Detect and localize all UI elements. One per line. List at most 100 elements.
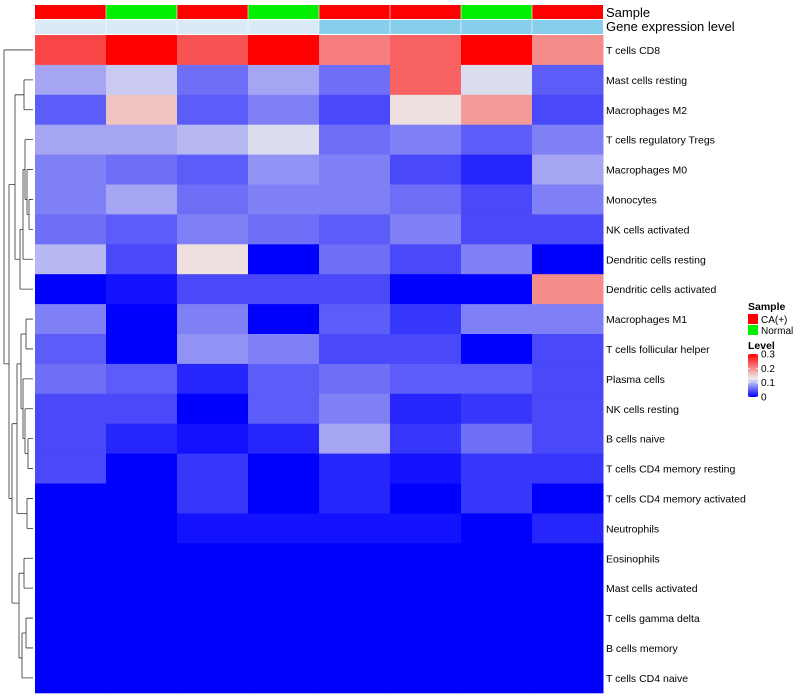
legend-swatch-ca (748, 314, 758, 324)
row-label-macrophages-m0: Macrophages M0 (606, 165, 687, 177)
heatmap-cell (106, 633, 178, 664)
heatmap-cell (319, 274, 391, 305)
heatmap-cell (461, 244, 533, 275)
dendrogram-branch (11, 423, 19, 604)
heatmap-cell (319, 483, 391, 514)
heatmap-cell (106, 94, 178, 126)
heatmap-cell (248, 513, 320, 544)
heatmap-cell (35, 35, 107, 66)
heatmap-cells (35, 35, 604, 694)
heatmap-cell (106, 124, 178, 156)
row-label-plasma-cells: Plasma cells (606, 374, 665, 386)
heatmap-cell (532, 244, 604, 275)
row-label-eosinophils: Eosinophils (606, 553, 660, 565)
heatmap-cell (319, 453, 391, 484)
heatmap-cell (319, 513, 391, 544)
dendrogram-branch (26, 169, 33, 215)
row-label-t-cells-follicular-helper: T cells follicular helper (606, 344, 710, 356)
dendrogram-branch (23, 557, 33, 589)
heatmap-cell (35, 393, 107, 425)
annotation-title-gene-level: Gene expression level (606, 19, 735, 34)
sample-annotation-cell (532, 5, 603, 19)
heatmap-cell (177, 603, 249, 634)
heatmap-cell (106, 513, 178, 544)
heatmap-cell (106, 573, 178, 604)
level-colorbar (748, 354, 758, 397)
heatmap-cell (319, 214, 391, 245)
row-label-dendritic-cells-activated: Dendritic cells activated (606, 284, 716, 296)
dendrogram-branch (24, 408, 33, 454)
heatmap-cell (106, 64, 178, 96)
level-tick-label: 0 (761, 393, 767, 404)
heatmap-cell (177, 573, 249, 604)
row-label-macrophages-m1: Macrophages M1 (606, 314, 687, 326)
heatmap-cell (106, 274, 178, 305)
heatmap-cell (390, 363, 462, 395)
heatmap-cell (461, 184, 533, 215)
gene-level-annotation-cell (177, 20, 248, 34)
legend-swatch-normal (748, 325, 758, 335)
heatmap-cell (532, 35, 604, 66)
heatmap-cell (532, 483, 604, 514)
gene-level-annotation-cell (319, 20, 390, 34)
heatmap-cell (177, 423, 249, 455)
heatmap-cell (390, 453, 462, 484)
legend-title-sample: Sample (748, 301, 786, 313)
row-label-neutrophils: Neutrophils (606, 523, 659, 535)
heatmap-cell (177, 633, 249, 664)
heatmap-cell (177, 35, 249, 66)
dendrogram-branch (14, 94, 24, 260)
heatmap-cell (461, 35, 533, 66)
heatmap-cell (319, 603, 391, 634)
heatmap-cell (532, 154, 604, 185)
heatmap-cell (248, 543, 320, 574)
heatmap-cell (248, 573, 320, 604)
heatmap-cell (35, 154, 107, 185)
heatmap-cell (390, 64, 462, 96)
heatmap-cell (319, 244, 391, 275)
heatmap-cell (390, 214, 462, 245)
sample-annotation-cell (177, 5, 248, 19)
heatmap-cell (532, 64, 604, 96)
heatmap-cell (532, 453, 604, 484)
dendrogram-branch (23, 79, 33, 111)
heatmap-cell (35, 64, 107, 96)
heatmap-cell (319, 662, 391, 694)
heatmap-cell (106, 543, 178, 574)
sample-annotation-cell (35, 5, 106, 19)
heatmap-cell (35, 603, 107, 634)
gene-level-annotation-cell (390, 20, 461, 34)
heatmap-cell (177, 244, 249, 275)
heatmap-cell (177, 64, 249, 96)
heatmap-cell (461, 304, 533, 335)
heatmap-cell (390, 633, 462, 664)
heatmap-cell (248, 154, 320, 185)
heatmap-cell (532, 274, 604, 305)
heatmap-cell (461, 543, 533, 574)
row-label-nk-cells-activated: NK cells activated (606, 224, 690, 236)
legend-label-normal: Normal (761, 326, 793, 337)
row-label-dendritic-cells-resting: Dendritic cells resting (606, 254, 706, 266)
dendrogram-branch (27, 438, 33, 469)
heatmap-cell (390, 423, 462, 455)
row-dendrogram (3, 49, 33, 679)
heatmap-cell (35, 304, 107, 335)
dendrogram-branch (3, 49, 33, 365)
heatmap-cell (35, 513, 107, 544)
heatmap-cell (390, 603, 462, 634)
heatmap-cell (106, 662, 178, 694)
row-label-t-cells-cd4-memory-activated: T cells CD4 memory activated (606, 493, 746, 505)
row-label-b-cells-memory: B cells memory (606, 643, 679, 655)
heatmap-cell (319, 573, 391, 604)
heatmap-cell (35, 363, 107, 395)
level-tick-label: 0.2 (761, 364, 775, 375)
heatmap-cell (248, 184, 320, 215)
heatmap-cell (532, 184, 604, 215)
heatmap-cell (248, 304, 320, 335)
heatmap-cell (248, 64, 320, 96)
heatmap-cell (390, 184, 462, 215)
gene-level-annotation-cell (248, 20, 319, 34)
heatmap-cell (35, 573, 107, 604)
